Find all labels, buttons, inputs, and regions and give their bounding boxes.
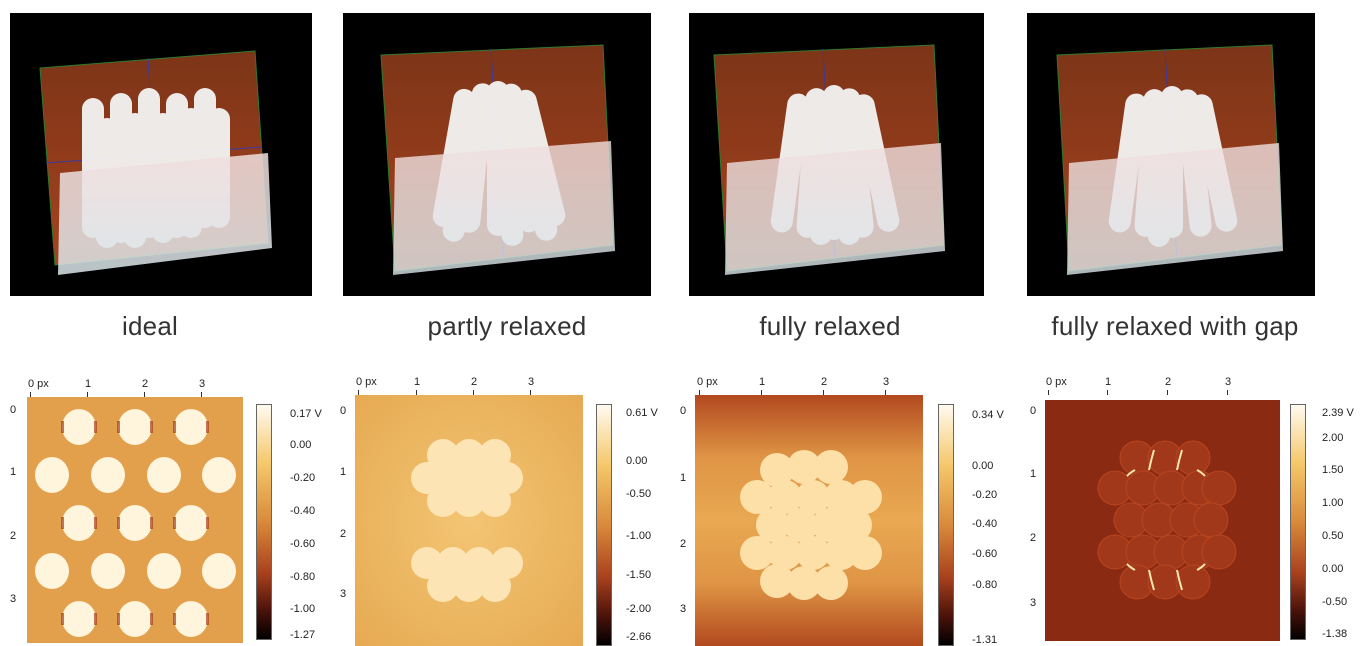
colorbar-label: -0.60: [290, 538, 316, 550]
colorbar-label: -0.40: [290, 505, 316, 517]
y-tick-label: 0: [340, 405, 347, 417]
colorbar-label: -0.20: [972, 489, 998, 501]
x-tick: [1227, 390, 1228, 395]
colorbar-label: -0.80: [972, 579, 998, 591]
x-tick: [201, 392, 202, 397]
colorbar-label: 0.00: [626, 455, 648, 467]
caption-fully-relaxed: fully relaxed: [759, 311, 901, 341]
y-tick-label: 3: [1030, 597, 1037, 609]
y-tick-label: 1: [1030, 468, 1037, 480]
y-tick-label: 1: [10, 466, 17, 478]
colorbar-label: 0.17 V: [290, 408, 322, 420]
y-tick-label: 1: [340, 466, 347, 478]
x-tick-label: 0 px: [697, 376, 718, 388]
colorbar-label: -2.00: [626, 603, 652, 615]
y-tick-label: 2: [10, 530, 17, 542]
y-tick-label: 2: [340, 528, 347, 540]
render-ideal: [10, 13, 312, 296]
y-tick-label: 0: [10, 404, 17, 416]
x-tick-label: 1: [1105, 376, 1112, 388]
x-tick-label: 0 px: [1046, 376, 1067, 388]
y-tick-label: 2: [680, 538, 687, 550]
x-tick: [530, 390, 531, 395]
x-tick-label: 1: [759, 376, 766, 388]
caption-partly-relaxed: partly relaxed: [427, 311, 587, 341]
x-tick: [358, 390, 359, 395]
x-tick: [761, 390, 762, 395]
x-tick-label: 3: [883, 376, 890, 388]
x-tick: [1167, 390, 1168, 395]
colorbar-label: -1.50: [626, 569, 652, 581]
colorbar-label: -0.50: [626, 488, 652, 500]
x-tick: [473, 390, 474, 395]
render-fully-relaxed: [689, 13, 984, 296]
x-tick-label: 1: [414, 376, 421, 388]
x-tick-label: 3: [199, 378, 206, 390]
colorbar-label: 1.00: [1322, 497, 1344, 509]
y-tick-label: 3: [680, 603, 687, 615]
x-tick-label: 2: [1165, 376, 1172, 388]
x-tick: [1048, 390, 1049, 395]
colorbar-label: 0.61 V: [626, 407, 658, 419]
y-tick-label: 3: [10, 593, 17, 605]
x-tick-label: 3: [1225, 376, 1232, 388]
nanowire-model-ideal: [39, 50, 272, 275]
potential-map-ideal: [27, 397, 243, 643]
colorbar-ideal: [256, 404, 272, 640]
y-tick-label: 1: [680, 472, 687, 484]
colorbar-label: -1.31: [972, 634, 998, 646]
render-partly-relaxed: [343, 13, 651, 296]
colorbar-label: 0.00: [290, 439, 312, 451]
x-tick: [1107, 390, 1108, 395]
colorbar-label: -0.80: [290, 571, 316, 583]
colorbar-label: 1.50: [1322, 464, 1344, 476]
colorbar-label: -1.00: [626, 530, 652, 542]
colorbar-partly-relaxed: [596, 404, 612, 646]
colorbar-label: -2.66: [626, 631, 652, 643]
x-tick: [823, 390, 824, 395]
colorbar-label: 0.00: [1322, 563, 1344, 575]
render-fully-relaxed-with-gap: [1027, 13, 1315, 296]
x-tick-label: 0 px: [356, 376, 377, 388]
colorbar-label: 0.34 V: [972, 409, 1004, 421]
x-tick-label: 1: [85, 378, 92, 390]
colorbar-label: -0.50: [1322, 596, 1348, 608]
y-tick-label: 3: [340, 588, 347, 600]
x-tick-label: 3: [528, 376, 535, 388]
x-tick: [30, 392, 31, 397]
colorbar-fully-relaxed: [938, 404, 954, 646]
x-tick: [416, 390, 417, 395]
colorbar-fully-relaxed-with-gap: [1290, 404, 1306, 640]
colorbar-label: -0.60: [972, 548, 998, 560]
nanowire-model-fully-relaxed: [713, 44, 945, 275]
colorbar-label: 2.39 V: [1322, 407, 1354, 419]
x-tick-label: 2: [821, 376, 828, 388]
colorbar-label: -1.38: [1322, 628, 1348, 640]
colorbar-label: 0.50: [1322, 530, 1344, 542]
colorbar-label: -0.20: [290, 472, 316, 484]
colorbar-label: 0.00: [972, 460, 994, 472]
x-tick-label: 2: [471, 376, 478, 388]
colorbar-label: 2.00: [1322, 432, 1344, 444]
x-tick-label: 0 px: [28, 378, 49, 390]
x-tick: [699, 390, 700, 395]
caption-ideal: ideal: [122, 311, 178, 341]
x-tick: [885, 390, 886, 395]
potential-map-partly-relaxed: [355, 395, 583, 646]
colorbar-label: -1.27: [290, 629, 316, 641]
y-tick-label: 0: [1030, 405, 1037, 417]
potential-map-fully-relaxed: [695, 395, 923, 646]
colorbar-label: -1.00: [290, 603, 316, 615]
nanowire-model-partly-relaxed: [380, 44, 615, 275]
caption-fully-relaxed-with-gap: fully relaxed with gap: [1051, 311, 1299, 341]
nanowire-model-fully-relaxed-with-gap: [1056, 44, 1283, 275]
y-tick-label: 0: [680, 405, 687, 417]
x-tick-label: 2: [142, 378, 149, 390]
x-tick: [87, 392, 88, 397]
y-tick-label: 2: [1030, 532, 1037, 544]
colorbar-label: -0.40: [972, 518, 998, 530]
potential-map-fully-relaxed-with-gap: [1045, 400, 1280, 641]
x-tick: [144, 392, 145, 397]
